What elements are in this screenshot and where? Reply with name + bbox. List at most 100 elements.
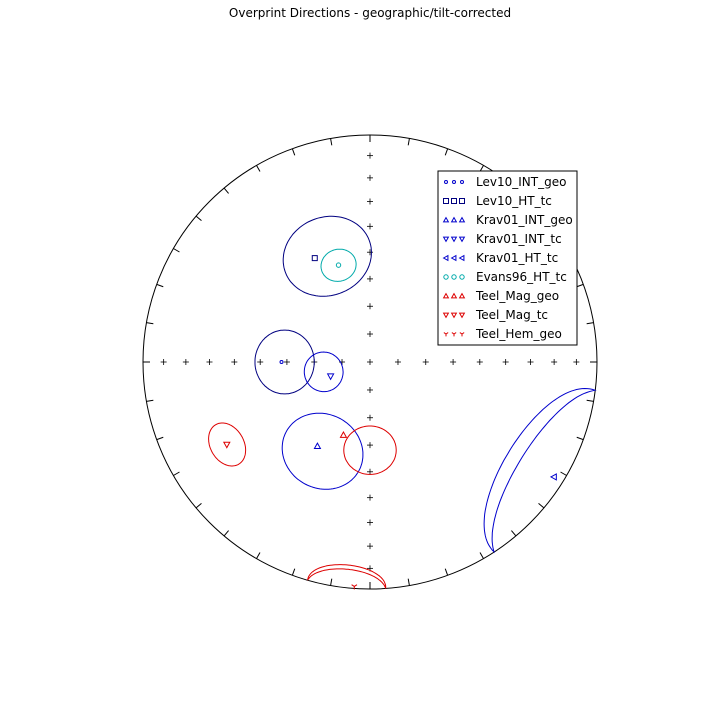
primitive-tick [479, 165, 484, 172]
grid-cross [367, 174, 373, 181]
legend-label: Evans96_HT_tc [476, 270, 567, 284]
grid-cross [367, 198, 373, 205]
primitive-tick [538, 503, 545, 509]
confidence-ellipse [303, 351, 344, 393]
confidence-ellipse [343, 425, 397, 475]
grid-cross [450, 359, 457, 365]
grid-cross [367, 359, 373, 365]
primitive-tick [256, 552, 261, 559]
legend-label: Teel_Hem_geo [475, 327, 562, 341]
grid-cross [422, 359, 429, 365]
confidence-ellipse [208, 422, 247, 467]
grid-cross [551, 359, 558, 365]
primitive-tick [586, 322, 594, 325]
confidence-ellipses [208, 215, 597, 589]
chart-title: Overprint Directions - geographic/tilt-c… [229, 6, 511, 20]
legend-label: Lev10_INT_geo [476, 175, 566, 189]
primitive-tick [576, 436, 584, 441]
grid-cross [283, 359, 290, 365]
primitive-tick [156, 436, 164, 441]
legend-label: Lev10_HT_tc [476, 194, 552, 208]
primitive-tick [576, 283, 584, 288]
primitive-tick [146, 322, 154, 325]
grid-cross [476, 359, 483, 365]
grid-cross [367, 223, 373, 230]
primitive-tick [330, 578, 333, 586]
data-point [339, 430, 348, 438]
data-point [311, 255, 318, 262]
grid-cross [257, 359, 264, 365]
primitive-tick [407, 138, 410, 146]
confidence-ellipse [254, 329, 315, 395]
data-point [549, 473, 557, 481]
legend-entry: Krav01_INT_tc [442, 232, 562, 246]
primitive-tick [146, 399, 154, 402]
primitive-tick [223, 530, 229, 537]
legend-entry: Teel_Mag_tc [442, 308, 548, 322]
primitive-tick [256, 165, 261, 172]
grid-cross [573, 359, 580, 365]
grid-cross [367, 249, 373, 256]
grid-cross [367, 303, 373, 310]
primitive-tick [223, 187, 229, 194]
grid-cross [367, 414, 373, 421]
grid-cross [367, 386, 373, 393]
primitive-tick [173, 248, 180, 253]
confidence-ellipse [282, 215, 372, 297]
primitive-tick [330, 138, 333, 146]
data-point [335, 262, 342, 268]
grid-cross [367, 442, 373, 449]
data-point [222, 441, 231, 449]
grid-cross [367, 331, 373, 338]
legend: Lev10_INT_geo Lev10_HT_tc Krav01_INT_geo Kr… [437, 170, 578, 346]
legend-entry: Evans96_HT_tc [443, 270, 567, 284]
primitive-tick [291, 148, 296, 156]
primitive-tick [586, 399, 594, 402]
legend-label: Teel_Mag_tc [475, 308, 548, 322]
grid-cross [206, 359, 213, 365]
primitive-tick [195, 503, 202, 509]
primitive-tick [444, 148, 449, 156]
primitive-tick [156, 283, 164, 288]
grid-cross [367, 275, 373, 282]
primitive-tick [291, 568, 296, 576]
primitive-tick [173, 471, 180, 476]
confidence-ellipse [320, 248, 357, 282]
legend-label: Krav01_INT_geo [476, 213, 573, 227]
confidence-ellipse [281, 412, 364, 490]
primitive-tick [444, 568, 449, 576]
data-point [279, 360, 284, 364]
legend-label: Teel_Mag_geo [475, 289, 559, 303]
confidence-ellipse [483, 387, 597, 554]
legend-label: Krav01_INT_tc [476, 232, 562, 246]
grid-cross [367, 494, 373, 501]
data-point [326, 373, 335, 381]
confidence-ellipse [307, 564, 387, 589]
primitive-tick [511, 530, 517, 537]
legend-entry: Lev10_HT_tc [443, 194, 552, 208]
legend-entry: Lev10_INT_geo [444, 175, 566, 189]
legend-entry: Krav01_INT_geo [442, 213, 573, 227]
primitive-tick [479, 552, 484, 559]
legend-entry: Krav01_HT_tc [442, 251, 558, 265]
grid-cross [367, 152, 373, 159]
grid-cross [160, 359, 167, 365]
primitive-tick [560, 471, 567, 476]
grid-cross [394, 359, 401, 365]
grid-cross [182, 359, 189, 365]
data-points [222, 255, 557, 590]
grid-cross [502, 359, 509, 365]
primitive-tick [407, 578, 410, 586]
data-point [313, 442, 322, 450]
stereonet-ticks [143, 135, 597, 589]
grid-cross [367, 543, 373, 550]
grid-cross [231, 359, 238, 365]
legend-label: Krav01_HT_tc [476, 251, 558, 265]
grid-cross [367, 519, 373, 526]
grid-cross [527, 359, 534, 365]
data-point [351, 584, 358, 590]
legend-entry: Teel_Hem_geo [443, 327, 562, 341]
grid-cross [367, 468, 373, 475]
inclination-grid-crosses [160, 152, 580, 572]
